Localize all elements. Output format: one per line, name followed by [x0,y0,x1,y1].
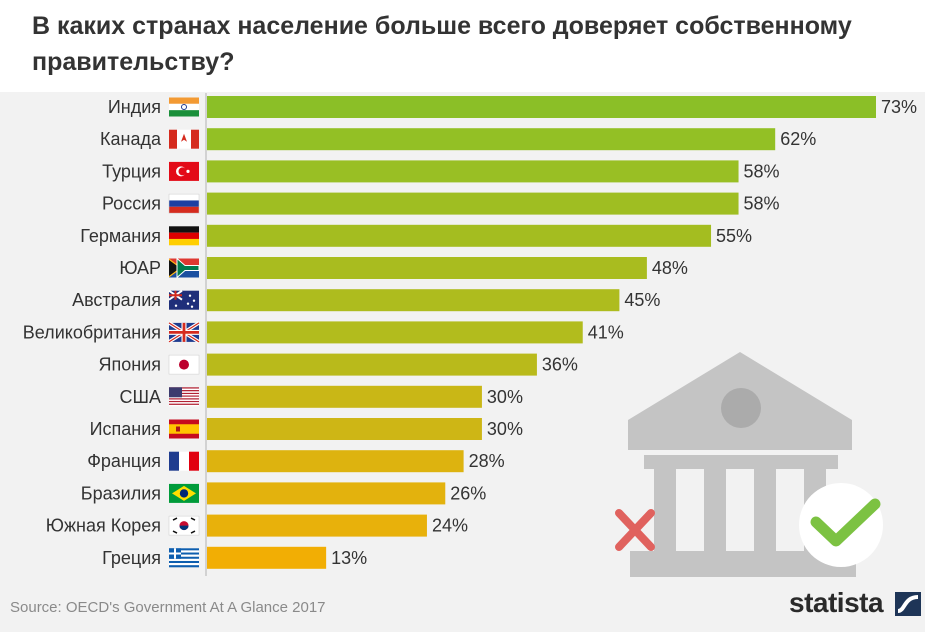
value-label: 30% [487,387,523,407]
statista-logo-icon [895,592,921,616]
flag-uk-icon [168,321,200,344]
flag-france-icon [169,451,199,471]
category-label: Россия [102,194,161,214]
value-label: 48% [652,258,688,278]
flag-south-africa-icon [169,257,200,279]
flag-brazil-icon [169,483,199,503]
bars-group: Индия 73% Канада 62% Турция 58% Россия 58% Герма… [23,96,917,569]
title-background [0,0,925,92]
value-label: 45% [624,290,660,310]
bar-usa [207,385,482,408]
source-note: Source: OECD's Government At A Glance 20… [10,599,326,616]
category-label: Испания [90,419,161,439]
flag-germany-icon [169,226,199,246]
category-label: США [119,387,161,407]
bar-brazil [207,482,446,505]
value-label: 58% [744,194,780,214]
cross-icon [615,509,655,551]
bar-south-africa [207,257,647,279]
value-label: 30% [487,419,523,439]
bar-south-korea [207,514,427,537]
category-label: Япония [99,355,162,375]
flag-india-icon [169,97,199,117]
flag-spain-icon [169,419,199,439]
category-label: Бразилия [81,483,161,503]
bar-germany [207,224,712,247]
category-label: Индия [108,97,161,117]
value-label: 55% [716,226,752,246]
chart-title: В каких странах население больше всего д… [32,12,852,76]
category-label: Франция [87,451,161,471]
category-label: ЮАР [119,258,161,278]
bar-canada [207,128,776,151]
category-label: Южная Корея [46,516,161,536]
bar-russia [207,192,739,215]
value-label: 62% [780,129,816,149]
bar-uk [207,321,583,344]
category-label: Германия [80,226,161,246]
category-label: Турция [102,161,161,181]
value-label: 58% [744,161,780,181]
bar-japan [207,353,537,376]
flag-japan-icon [168,354,200,375]
bar-turkey [207,160,739,183]
flag-australia-icon [168,289,199,310]
bar-spain [207,418,482,440]
value-label: 13% [331,548,367,568]
bar-chart: Индия 73% Канада 62% Турция 58% Россия 58% Герма… [23,93,917,577]
flag-south-korea-icon [168,515,200,536]
value-label: 26% [450,483,486,503]
value-label: 73% [881,97,917,117]
flag-russia-icon [168,193,200,214]
bar-france [207,450,464,473]
flag-turkey-icon [169,161,199,181]
flag-greece-icon [169,548,199,568]
category-label: Канада [100,129,162,149]
value-label: 24% [432,516,468,536]
value-label: 36% [542,355,578,375]
category-label: Австралия [72,290,161,310]
value-label: 41% [588,322,624,342]
bar-greece [207,546,327,569]
bar-australia [207,289,620,312]
bar-india [207,96,876,118]
flag-usa-icon [169,387,199,407]
check-icon [799,483,883,567]
government-building-icon [628,352,856,577]
category-label: Великобритания [23,322,161,342]
category-label: Греция [102,548,161,568]
statista-brand[interactable]: statista [789,587,884,618]
value-label: 28% [469,451,505,471]
flag-canada-icon [169,129,199,149]
